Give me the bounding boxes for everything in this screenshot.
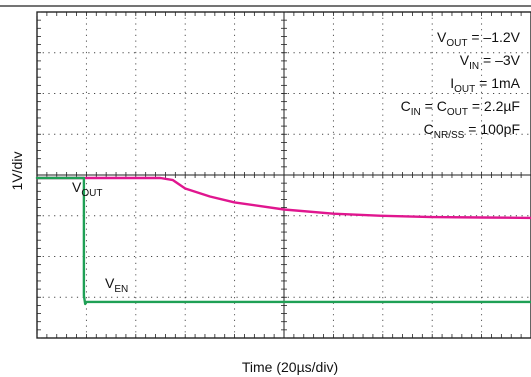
- annotation-line: CNR/SS = 100pF: [424, 121, 520, 141]
- annotation-line: CIN = COUT = 2.2µF: [401, 98, 520, 118]
- annotation-line: VOUT = –1.2V: [437, 29, 521, 49]
- annotation-line: IOUT = 1mA: [450, 75, 520, 95]
- annotation-line: VIN = –3V: [460, 52, 521, 72]
- series-label-vout: VOUT: [72, 179, 102, 199]
- series-line-ven: [35, 176, 531, 306]
- grid: [0, 5, 531, 339]
- y-axis-label: 1V/div: [9, 152, 25, 191]
- series-line-vout: [35, 176, 531, 220]
- conditions-annotation: VOUT = –1.2V VIN = –3V IOUT = 1mA CIN = COU…: [401, 29, 521, 141]
- traces: [35, 176, 531, 306]
- x-axis-label: Time (20µs/div): [242, 359, 338, 375]
- series-label-ven: VEN: [105, 275, 128, 295]
